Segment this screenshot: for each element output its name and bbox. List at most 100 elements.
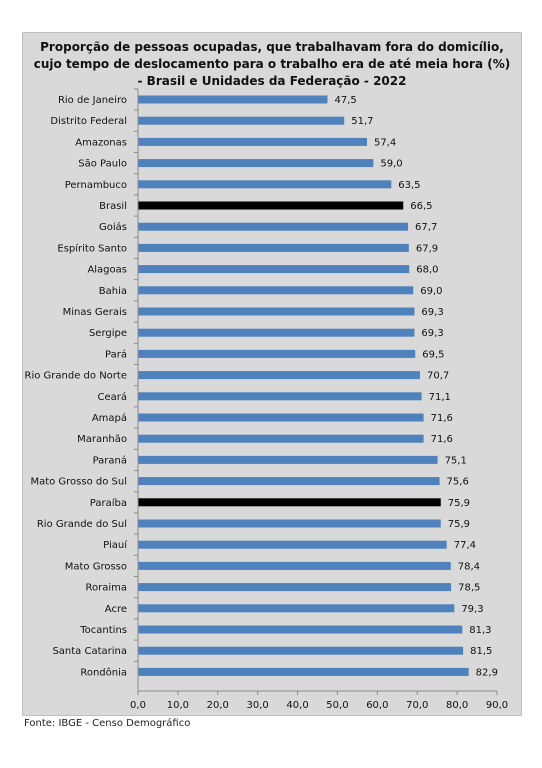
highlighted-bar: [138, 498, 441, 507]
value-label: 71,6: [431, 434, 453, 445]
category-label: Bahia: [99, 286, 127, 297]
bar: [138, 243, 409, 252]
category-label: Brasil: [99, 201, 127, 212]
category-label: Roraima: [85, 583, 127, 594]
value-label: 69,0: [420, 286, 442, 297]
bar: [138, 116, 345, 125]
value-label: 51,7: [351, 116, 373, 127]
category-label: Rio Grande do Norte: [25, 371, 127, 382]
bar-chart: Rio de Janeiro 47,5 Distrito Federal 51,7 Am…: [25, 88, 508, 711]
category-label: Paraná: [93, 454, 127, 466]
bar: [138, 286, 414, 295]
category-label: Mato Grosso do Sul: [30, 477, 127, 488]
x-tick-label: 50,0: [326, 700, 348, 711]
category-label: Goiás: [99, 221, 127, 233]
category-label: Minas Gerais: [63, 307, 127, 318]
category-label: Rio de Janeiro: [58, 95, 127, 106]
x-tick-label: 80,0: [446, 700, 468, 711]
category-label: Amazonas: [75, 137, 127, 148]
category-label: Espírito Santo: [57, 242, 127, 254]
value-label: 82,9: [476, 667, 498, 678]
value-label: 78,4: [458, 561, 480, 572]
value-label: 47,5: [334, 95, 356, 106]
bar: [138, 434, 424, 443]
chart-title-line-3: - Brasil e Unidades da Federação - 2022: [137, 74, 407, 88]
value-label: 75,9: [448, 498, 470, 509]
category-label: Sergipe: [89, 328, 127, 339]
category-label: Distrito Federal: [50, 116, 127, 127]
value-label: 70,7: [427, 371, 449, 382]
bar: [138, 349, 416, 358]
value-label: 69,3: [421, 328, 443, 339]
value-label: 57,4: [374, 137, 396, 148]
bar: [138, 561, 451, 570]
category-label: Piauí: [103, 539, 128, 551]
category-label: Santa Catarina: [52, 646, 127, 657]
x-tick-label: 30,0: [247, 700, 269, 711]
category-label: Rio Grande do Sul: [37, 519, 127, 530]
bar: [138, 137, 367, 146]
category-label: Alagoas: [87, 265, 127, 276]
bar: [138, 477, 440, 486]
x-tick-label: 60,0: [366, 700, 388, 711]
bar: [138, 222, 409, 231]
category-label: Ceará: [97, 391, 127, 403]
value-label: 69,3: [421, 307, 443, 318]
value-label: 71,1: [429, 392, 451, 403]
value-label: 75,9: [448, 519, 470, 530]
bar: [138, 159, 374, 168]
x-tick-label: 20,0: [207, 700, 229, 711]
value-label: 63,5: [398, 180, 420, 191]
bar: [138, 371, 421, 380]
bar: [138, 95, 328, 104]
bar: [138, 646, 464, 655]
chart-title-line-2: cujo tempo de deslocamento para o trabal…: [33, 57, 511, 71]
bar: [138, 667, 469, 676]
category-label: São Paulo: [78, 159, 127, 170]
bar: [138, 413, 424, 422]
x-tick-label: 90,0: [486, 700, 508, 711]
bar: [138, 307, 415, 316]
x-tick-label: 70,0: [406, 700, 428, 711]
category-label: Pernambuco: [65, 180, 127, 191]
value-label: 75,1: [445, 455, 467, 466]
category-label: Amapá: [92, 412, 127, 424]
value-label: 79,3: [461, 604, 483, 615]
category-label: Pará: [105, 348, 127, 360]
bar: [138, 625, 463, 634]
category-label: Rondônia: [80, 666, 127, 678]
value-label: 71,6: [431, 413, 453, 424]
bar: [138, 455, 438, 464]
value-label: 75,6: [447, 477, 469, 488]
x-tick-label: 10,0: [167, 700, 189, 711]
value-label: 68,0: [416, 265, 438, 276]
value-label: 81,3: [469, 625, 491, 636]
value-label: 69,5: [422, 349, 444, 360]
bar: [138, 604, 455, 613]
bar: [138, 583, 452, 592]
category-label: Tocantins: [79, 625, 127, 636]
highlighted-bar: [138, 201, 404, 210]
x-tick-label: 0,0: [130, 700, 146, 711]
value-label: 67,7: [415, 222, 437, 233]
chart-title-line-1: Proporção de pessoas ocupadas, que traba…: [40, 40, 504, 54]
source-note: Fonte: IBGE - Censo Demográfico: [24, 718, 191, 729]
value-label: 66,5: [410, 201, 432, 212]
value-label: 77,4: [454, 540, 476, 551]
category-label: Maranhão: [77, 434, 127, 445]
chart-title: Proporção de pessoas ocupadas, que traba…: [23, 39, 521, 90]
bar: [138, 392, 422, 401]
category-label: Acre: [105, 604, 127, 615]
bar: [138, 265, 410, 274]
value-label: 59,0: [380, 159, 402, 170]
chart-frame: Proporção de pessoas ocupadas, que traba…: [22, 32, 522, 716]
bar: [138, 180, 392, 189]
bar: [138, 328, 415, 337]
value-label: 78,5: [458, 583, 480, 594]
category-label: Mato Grosso: [65, 561, 127, 572]
value-label: 67,9: [416, 243, 438, 254]
category-label: Paraíba: [90, 497, 127, 509]
x-tick-label: 40,0: [286, 700, 308, 711]
bar: [138, 519, 441, 528]
bar: [138, 540, 447, 549]
